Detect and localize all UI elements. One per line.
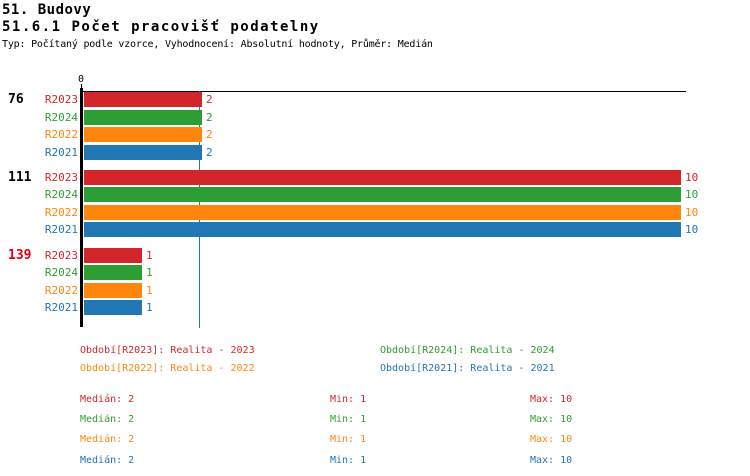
bar: [84, 204, 681, 220]
bar-row-label: R2022: [44, 205, 78, 219]
bar-row-label: R2023: [44, 248, 78, 262]
bar-row-label: R2024: [44, 110, 78, 124]
bar: [84, 247, 142, 263]
bar-row-label: R2023: [44, 93, 78, 106]
bar-value-label: 10: [685, 170, 699, 184]
stat-min: Min: 1: [330, 414, 367, 426]
group-label: 139: [8, 247, 32, 263]
bar-value-label: 10: [685, 223, 699, 236]
bar-row-label: R2021: [44, 301, 78, 314]
bar-row-label: R2024: [44, 266, 78, 279]
stat-min: Min: 1: [330, 454, 367, 466]
chart-subtitle: Typ: Počítaný podle vzorce, Vyhodnocení:…: [2, 39, 433, 50]
bar: [84, 187, 681, 202]
bar-value-label: 2: [206, 110, 213, 124]
plot-area: 0 76 R2023 2 R2024 2 R2022 2 R2021 2 111 R2023 10 R2…: [8, 74, 699, 328]
y-axis-line: [80, 88, 83, 327]
bar-value-label: 10: [685, 205, 699, 219]
bar: [84, 109, 202, 125]
stat-median: Medián: 2: [80, 454, 135, 466]
bar: [84, 300, 142, 315]
bar-value-label: 10: [685, 188, 699, 201]
bar-row-label: R2023: [44, 170, 78, 184]
stat-median: Medián: 2: [80, 414, 135, 426]
bar-row-label: R2022: [44, 128, 78, 141]
bar-row-label: R2024: [44, 188, 78, 201]
x-axis-zero-tick-label: 0: [77, 74, 85, 85]
bar-row-label: R2021: [44, 223, 78, 236]
stat-max: Max: 10: [530, 434, 573, 446]
legend-item: Období[R2023]: Realita - 2023: [80, 345, 255, 356]
bar-value-label: 1: [146, 266, 153, 279]
page-title: 51. Budovy: [2, 2, 92, 18]
legend-item: Období[R2024]: Realita - 2024: [380, 345, 555, 356]
bar-value-label: 2: [206, 128, 213, 141]
bar: [84, 282, 142, 298]
bar-value-label: 2: [206, 93, 213, 106]
x-axis-tick-mark: [81, 84, 82, 91]
chart-title: 51.6.1 Počet pracovišť podatelny: [2, 19, 320, 35]
bar-value-label: 1: [146, 301, 153, 314]
bar-value-label: 1: [146, 283, 153, 297]
bar-value-label: 2: [206, 145, 213, 159]
stat-max: Max: 10: [530, 454, 573, 466]
bar: [84, 127, 202, 142]
stat-min: Min: 1: [330, 434, 367, 446]
legend-item: Období[R2022]: Realita - 2022: [80, 363, 255, 374]
bar-row-label: R2022: [44, 283, 78, 297]
bar: [84, 222, 681, 237]
bar-value-label: 1: [146, 248, 153, 262]
bar: [84, 144, 202, 160]
stat-max: Max: 10: [530, 394, 573, 405]
group-label: 111: [8, 169, 32, 185]
x-axis-line: [80, 91, 686, 92]
bar: [84, 92, 202, 107]
bar: [84, 169, 681, 185]
stat-median: Medián: 2: [80, 394, 135, 405]
group-label: 76: [8, 92, 24, 107]
bar: [84, 265, 142, 280]
stat-max: Max: 10: [530, 414, 573, 426]
bar-row-label: R2021: [44, 145, 78, 159]
stat-median: Medián: 2: [80, 434, 135, 446]
legend-item: Období[R2021]: Realita - 2021: [380, 363, 555, 374]
stat-min: Min: 1: [330, 394, 367, 405]
